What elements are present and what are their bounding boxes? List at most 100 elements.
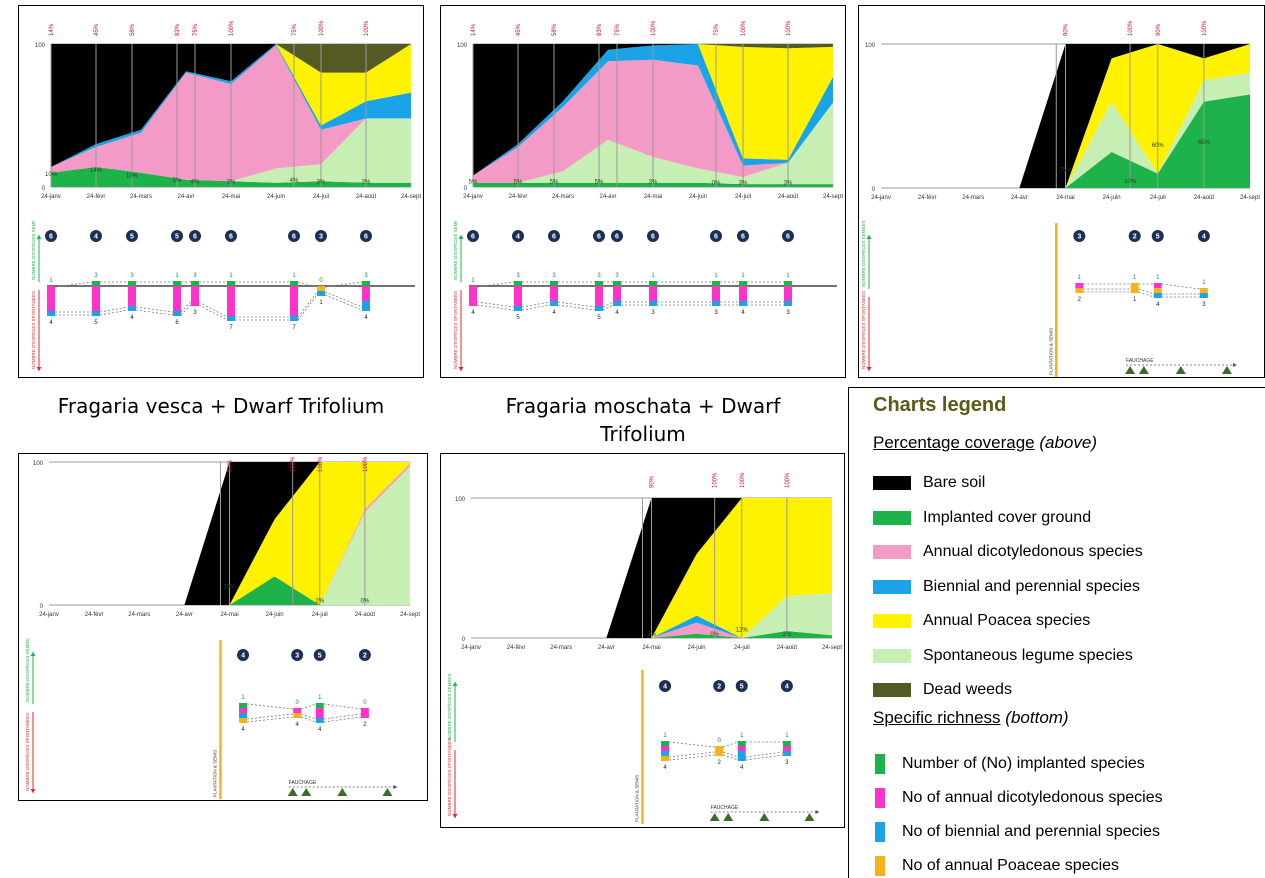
richness-segment: [784, 281, 792, 286]
planting-label: PLANTATION & SEMIS: [1048, 328, 1053, 375]
x-tick-label: 24-sept: [822, 645, 842, 651]
spontaneous-count: 3: [786, 310, 790, 316]
richness-segment: [315, 708, 324, 718]
sampling-badge-number: 6: [49, 234, 53, 241]
axis-label-up: NOMBRE D'ESPÈCES SEMÉES: [30, 221, 36, 280]
sampling-badge: [313, 649, 326, 661]
coverage-area: [49, 466, 410, 605]
richness-segment: [290, 286, 298, 316]
richness-segment: [315, 718, 324, 723]
x-tick-label: 24-janv: [41, 194, 61, 200]
sampling-badge: [710, 230, 722, 242]
arrow-head-down: [452, 814, 458, 818]
richness-trend-line: [668, 741, 716, 748]
implanted-count: 3: [516, 273, 520, 279]
x-tick-label: 24-sept: [400, 612, 420, 618]
richness-segment: [173, 281, 181, 286]
implanted-count: 1: [1156, 275, 1160, 281]
mowing-label: FAUCHAGE: [289, 780, 317, 786]
legend-swatch: [875, 822, 885, 842]
spontaneous-count: 7: [292, 325, 296, 331]
richness-segment: [469, 286, 477, 306]
spontaneous-count: 4: [364, 315, 368, 321]
y-tick-label: 0: [462, 637, 466, 643]
x-tick-label: 24-janv: [39, 612, 59, 618]
richness-segment: [661, 741, 670, 746]
x-tick-label: 24-févr: [85, 612, 104, 618]
coverage-annotation: 10%: [126, 174, 139, 180]
chart-vesca-coverage: 100 0 14% 45% 58% 83% 75% 100% 75% 100% 100% 10% 14%…: [35, 20, 421, 200]
spontaneous-count: 4: [615, 310, 619, 316]
sampling-badge-number: 2: [717, 684, 721, 691]
mowing-triangle: [1221, 366, 1232, 374]
implanted-count: 1: [1133, 275, 1137, 281]
legend-richness-heading-text: Specific richness: [873, 708, 1001, 727]
sampling-badge: [358, 649, 371, 661]
richness-segment: [362, 301, 370, 311]
coverage-annotation: 3%: [317, 179, 326, 185]
sampling-label: 58%: [130, 23, 136, 36]
richness-segment: [239, 718, 248, 723]
sampling-label: 100%: [319, 20, 325, 36]
richness-segment: [47, 286, 55, 311]
arrow-head-down: [30, 789, 36, 793]
sampling-label: 75%: [292, 23, 298, 36]
sampling-badge-number: 4: [1202, 234, 1206, 241]
legend-richness-item: No of annual Poaceae species: [873, 855, 1119, 877]
richness-segment: [227, 286, 235, 316]
richness-trend-line: [1161, 283, 1200, 290]
x-tick-label: 24-janv: [463, 194, 483, 200]
richness-segment: [1199, 288, 1208, 293]
richness-trend-line: [323, 716, 361, 723]
richness-trend-line: [557, 301, 596, 308]
richness-segment: [173, 286, 181, 311]
y-tick-label: 100: [455, 497, 466, 503]
richness-trend-line: [723, 741, 738, 748]
legend-swatch: [873, 579, 911, 594]
sampling-badge: [225, 230, 237, 242]
richness-segment: [1153, 283, 1162, 288]
legend-richness-item: Number of (No) implanted species: [873, 753, 1145, 775]
x-tick-label: 24-mars: [962, 195, 984, 201]
spontaneous-count: 4: [296, 722, 300, 728]
x-tick-label: 24-févr: [918, 195, 937, 201]
legend-label: No of annual Poaceae species: [902, 857, 1120, 874]
x-tick-label: 24-août: [778, 194, 799, 200]
richness-segment: [362, 286, 370, 301]
x-tick-label: 24-avr: [598, 645, 615, 651]
mowing-label: FAUCHAGE: [711, 805, 739, 811]
richness-segment: [128, 281, 136, 286]
spontaneous-count: 1: [319, 300, 323, 306]
sampling-badge-number: 4: [241, 653, 245, 660]
sampling-badge-number: 6: [552, 234, 556, 241]
richness-segment: [293, 708, 302, 713]
arrow-head-down: [36, 367, 42, 371]
spontaneous-count: 3: [1202, 302, 1206, 308]
richness-trend-line: [135, 306, 174, 313]
coverage-annotation: 0%: [712, 181, 721, 187]
sampling-badge-number: 6: [651, 234, 655, 241]
spontaneous-count: 2: [363, 722, 367, 728]
sampling-label: 83%: [175, 23, 181, 36]
spontaneous-count: 4: [1156, 302, 1160, 308]
richness-segment: [128, 286, 136, 306]
x-tick-label: 24-juin: [688, 645, 706, 651]
caption-moschata: Fragaria moschata + Dwarf Trifolium: [440, 392, 846, 448]
richness-segment: [739, 286, 747, 301]
richness-segment: [712, 286, 720, 301]
sampling-label: 100%: [1202, 20, 1208, 36]
richness-segment: [661, 746, 670, 751]
richness-trend-line: [180, 301, 192, 313]
sampling-badge-number: 5: [130, 234, 134, 241]
legend-swatch: [873, 545, 911, 559]
mowing-triangle: [709, 813, 720, 821]
axis-label-down: NOMBRE D'ESPÈCES SPONTANÉES: [446, 738, 452, 816]
implanted-count: 0: [363, 700, 367, 706]
mowing-triangle: [301, 788, 312, 796]
arrow-head-up: [36, 235, 42, 239]
spontaneous-count: 4: [471, 310, 475, 316]
coverage-annotation: 10%: [1124, 179, 1137, 185]
richness-trend-line: [476, 301, 515, 308]
spontaneous-count: 7: [229, 325, 233, 331]
sampling-badge-number: 6: [292, 234, 296, 241]
